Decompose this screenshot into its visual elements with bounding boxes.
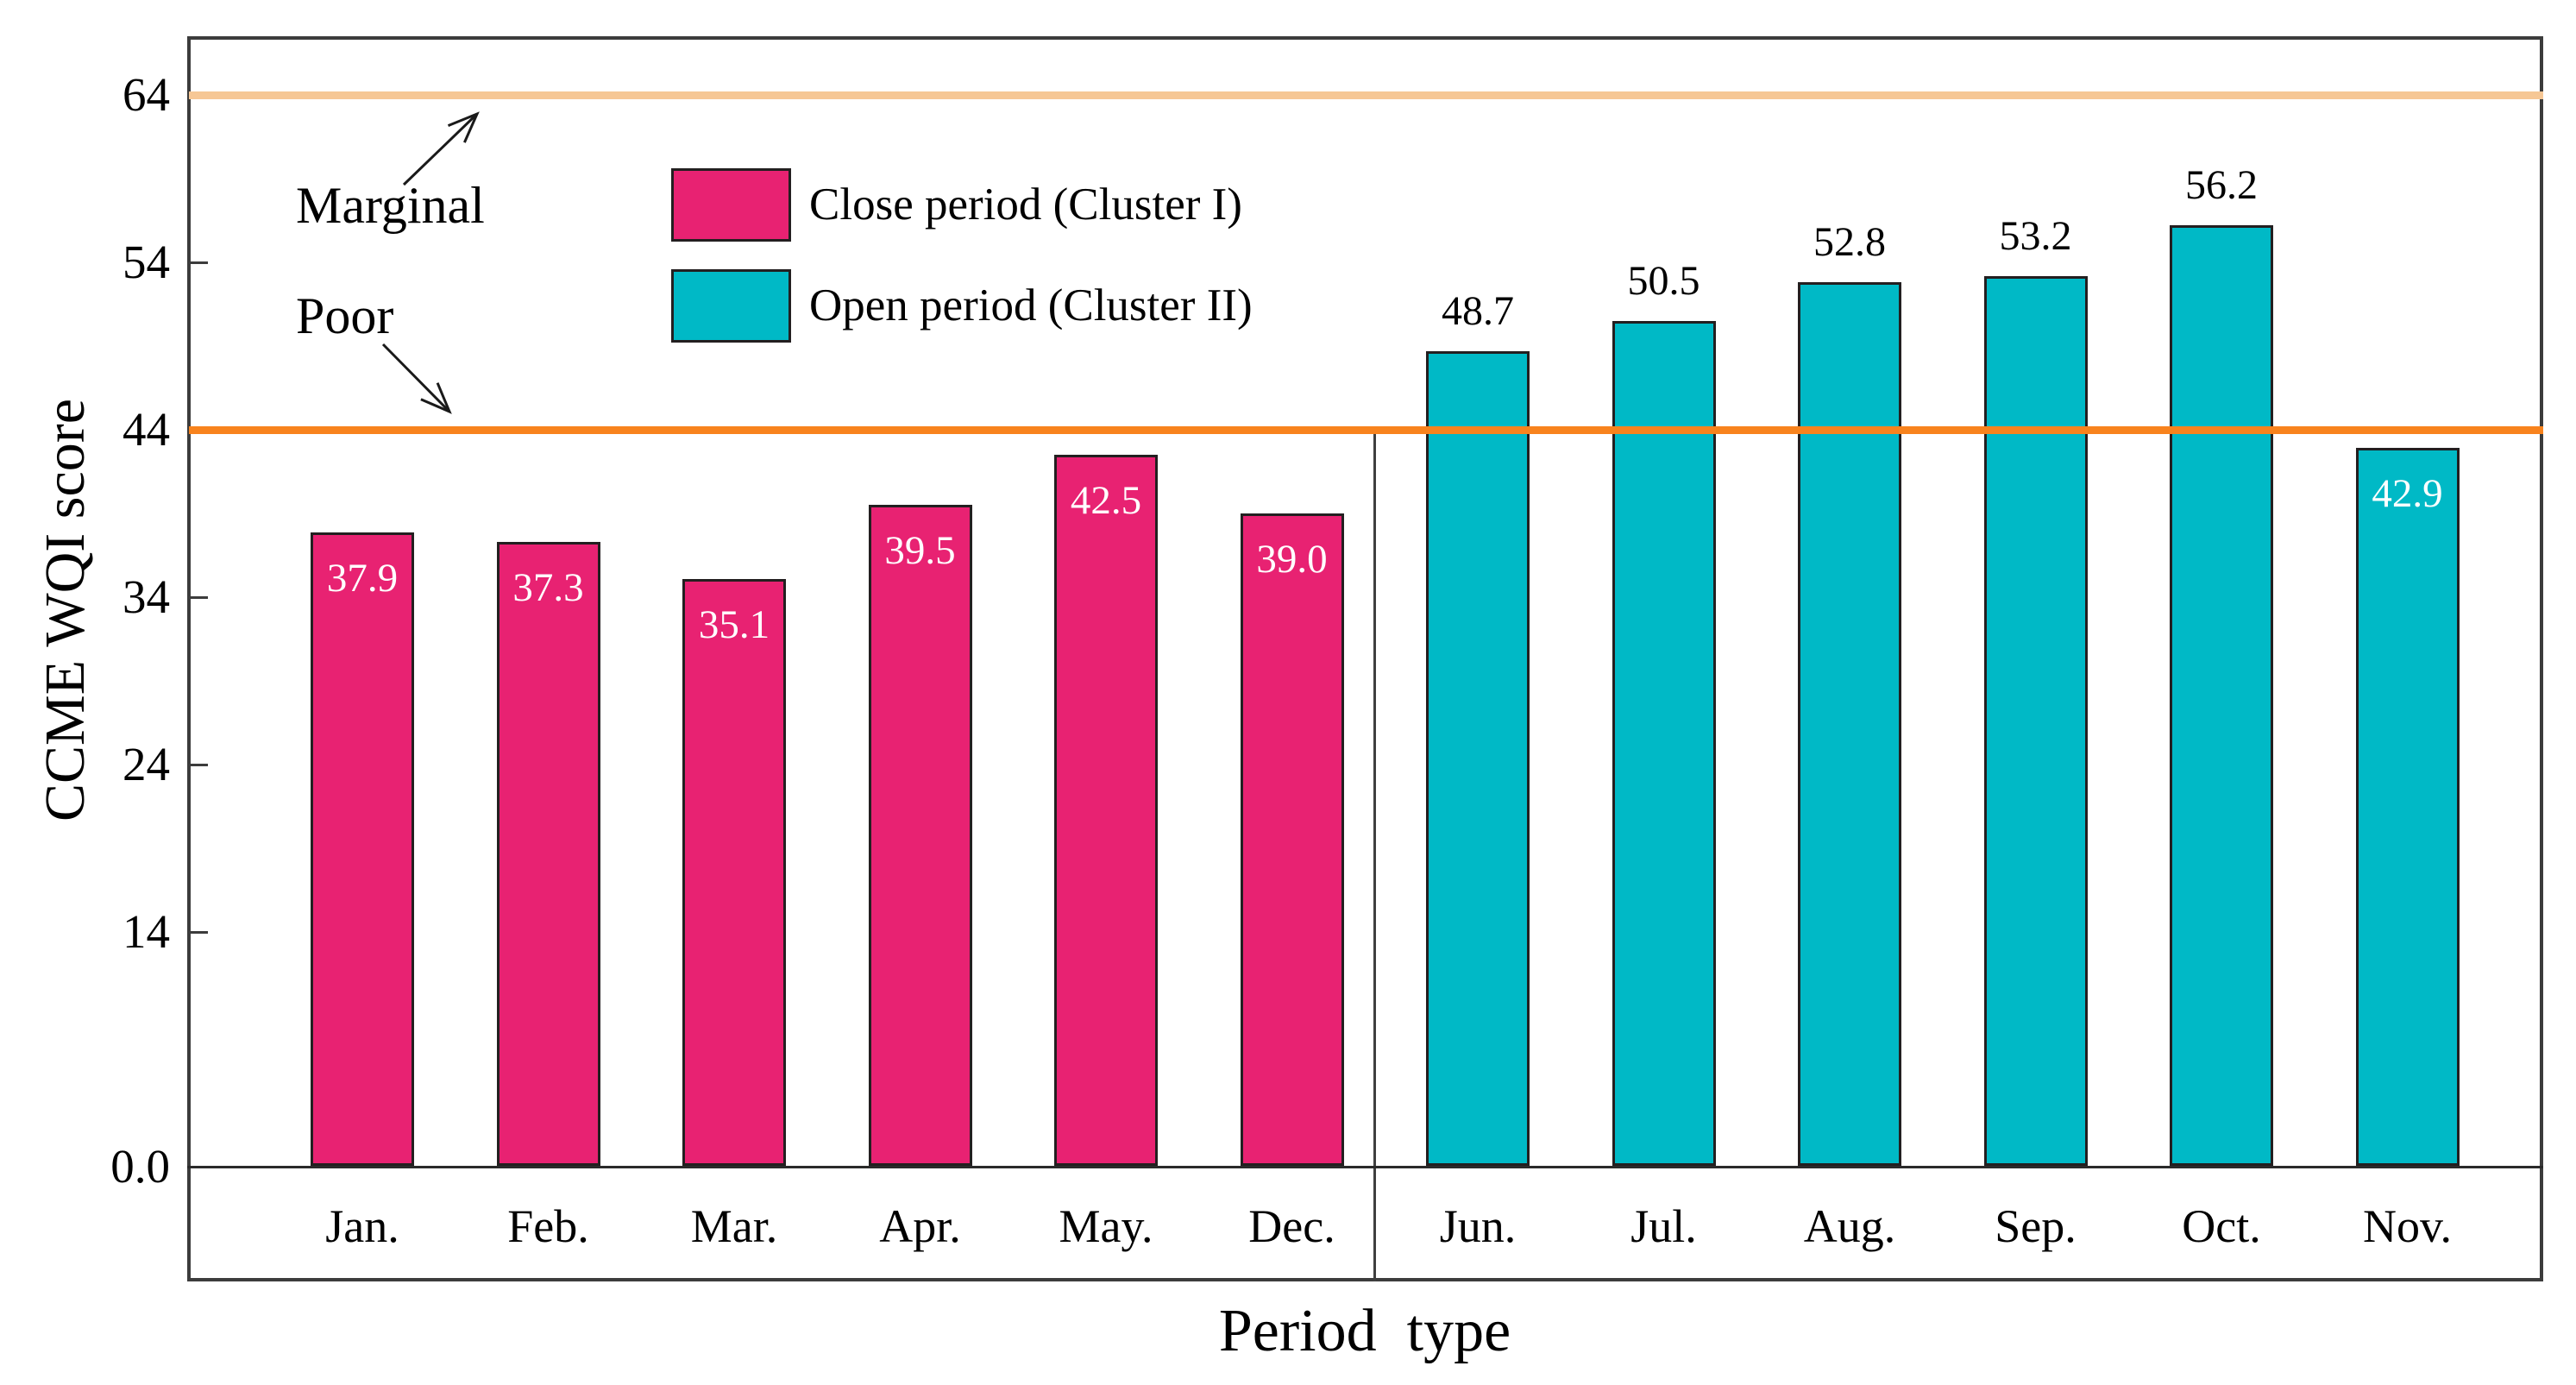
y-axis-title: CCME WQI score: [34, 398, 97, 822]
month-label-dec: Dec.: [1248, 1200, 1335, 1252]
bar-value-feb: 37.3: [512, 565, 584, 611]
legend-swatch-close-period: [671, 168, 791, 242]
y-tick-mark-34: [191, 596, 208, 600]
y-tick-label-64: 64: [123, 68, 170, 121]
bar-nov: [2355, 448, 2460, 1166]
month-label-feb: Feb.: [507, 1200, 589, 1252]
bar-value-dec: 39.0: [1256, 537, 1328, 582]
month-label-jan: Jan.: [325, 1200, 399, 1252]
bar-jan: [311, 532, 414, 1166]
month-label-jul: Jul.: [1630, 1200, 1697, 1252]
bar-value-mar: 35.1: [698, 601, 770, 647]
bar-value-nov: 42.9: [2372, 471, 2443, 517]
bar-may: [1054, 455, 1158, 1166]
bar-sep: [1983, 275, 2088, 1166]
y-tick-label-54: 54: [123, 236, 170, 289]
y-tick-mark-14: [191, 931, 208, 935]
bar-value-sep: 53.2: [1999, 212, 2072, 259]
bar-value-jul: 50.5: [1627, 257, 1700, 304]
bar-oct: [2170, 225, 2273, 1166]
bar-dec: [1240, 513, 1344, 1166]
bar-value-jun: 48.7: [1442, 287, 1514, 334]
month-label-may: May.: [1059, 1200, 1153, 1252]
month-label-sep: Sep.: [1995, 1200, 2077, 1252]
month-label-mar: Mar.: [690, 1200, 778, 1252]
bar-value-may: 42.5: [1070, 478, 1142, 524]
y-tick-mark-24: [191, 764, 208, 767]
bar-value-aug: 52.8: [1813, 219, 1886, 266]
x-axis-baseline: [187, 1166, 2543, 1168]
cluster-divider-line: [1373, 429, 1376, 1281]
plot-frame: [187, 36, 2543, 1281]
bar-mar: [682, 578, 786, 1166]
legend-label-close-period: Close period (Cluster I): [809, 179, 1242, 230]
y-tick-label-0.0: 0.0: [110, 1140, 170, 1193]
y-tick-mark-54: [191, 261, 208, 265]
month-label-nov: Nov.: [2363, 1200, 2452, 1252]
bar-value-jan: 37.9: [326, 555, 399, 601]
legend-swatch-open-period: [671, 269, 791, 343]
bar-value-apr: 39.5: [884, 528, 956, 574]
marginal-threshold-line: [189, 91, 2543, 99]
month-label-jun: Jun.: [1439, 1200, 1517, 1252]
x-axis-title: Period type: [1218, 1298, 1511, 1364]
bar-apr: [868, 505, 972, 1166]
month-label-oct: Oct.: [2182, 1200, 2261, 1252]
y-tick-label-44: 44: [123, 403, 170, 456]
bar-aug: [1798, 282, 1901, 1166]
bar-value-oct: 56.2: [2185, 162, 2258, 209]
y-tick-label-24: 24: [123, 738, 170, 791]
month-label-apr: Apr.: [879, 1200, 961, 1252]
y-tick-label-14: 14: [123, 905, 170, 959]
bar-jul: [1612, 320, 1716, 1166]
bar-feb: [496, 542, 600, 1166]
bar-jun: [1426, 350, 1530, 1166]
annotation-poor: Poor: [296, 287, 394, 344]
annotation-marginal: Marginal: [296, 177, 485, 234]
legend-label-open-period: Open period (Cluster II): [809, 280, 1253, 331]
month-label-aug: Aug.: [1803, 1200, 1896, 1252]
y-tick-label-34: 34: [123, 570, 170, 624]
poor-threshold-line: [189, 426, 2543, 434]
